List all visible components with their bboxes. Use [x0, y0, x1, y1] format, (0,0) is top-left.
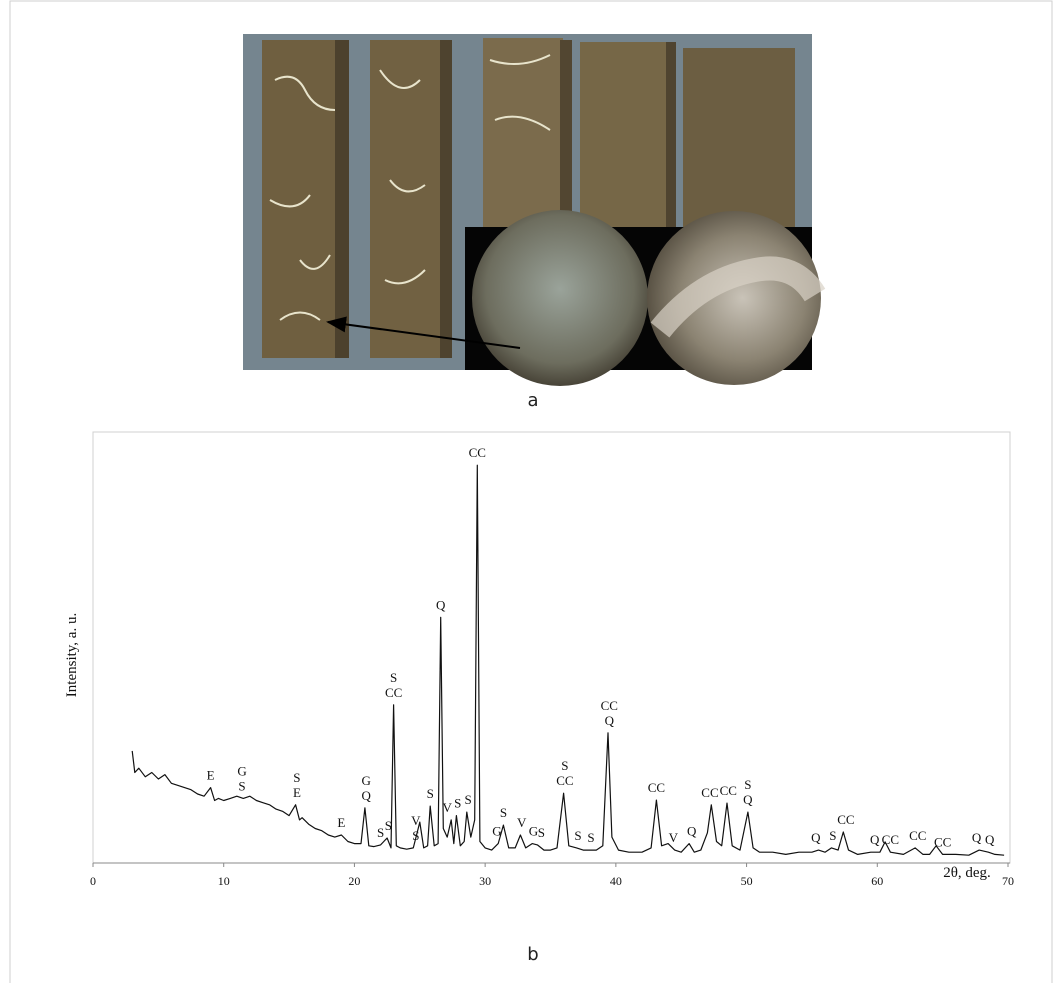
- x-tick-label: 70: [1002, 874, 1014, 888]
- peak-label: CC: [882, 832, 899, 847]
- peak-label: S: [574, 828, 581, 843]
- peak-label: E: [293, 785, 301, 800]
- peak-label: V: [443, 800, 453, 815]
- peak-label: S: [427, 786, 434, 801]
- peak-label: Q: [811, 830, 821, 845]
- peak-label: S: [385, 818, 392, 833]
- peak-label: E: [337, 815, 345, 830]
- chart-caption: b: [527, 944, 538, 965]
- peak-label: S: [377, 825, 384, 840]
- peak-label: Q: [687, 824, 697, 839]
- peak-label: E: [207, 768, 215, 783]
- peak-label: S: [390, 670, 397, 685]
- peak-label: V: [669, 830, 679, 845]
- figure: a Intensity, a. u. 2θ, deg. b 0 10 20 30 40 5…: [0, 0, 1055, 983]
- page: {"photo": {"caption": "a"}, "chart_data"…: [0, 0, 1055, 983]
- peak-label: S: [829, 828, 836, 843]
- peak-label: CC: [934, 834, 951, 849]
- peak-label: Q: [743, 792, 753, 807]
- peak-label: S: [293, 770, 300, 785]
- y-axis-label: Intensity, a. u.: [64, 613, 80, 697]
- peak-label: CC: [909, 828, 926, 843]
- peak-label: S: [465, 792, 472, 807]
- peak-label: S: [538, 825, 545, 840]
- peak-label: CC: [556, 773, 573, 788]
- x-tick-label: 20: [348, 874, 360, 888]
- peak-label: CC: [720, 783, 737, 798]
- peak-label: S: [744, 777, 751, 792]
- peak-label: S: [454, 796, 461, 811]
- x-tick-label: 0: [90, 874, 96, 888]
- peak-label: V: [517, 815, 527, 830]
- peak-label: CC: [648, 780, 665, 795]
- peak-label: Q: [605, 713, 615, 728]
- peak-label: G: [361, 773, 370, 788]
- xrd-trace: [132, 465, 1004, 855]
- peak-label: CC: [701, 785, 718, 800]
- peak-label: V: [411, 813, 421, 828]
- peak-label: CC: [837, 812, 854, 827]
- peak-label: S: [587, 830, 594, 845]
- peak-label: S: [238, 778, 245, 793]
- x-tick-label: 10: [218, 874, 230, 888]
- peak-label: Q: [972, 830, 982, 845]
- peak-label: Q: [361, 788, 371, 803]
- peak-label: CC: [385, 685, 402, 700]
- peak-label: CC: [601, 698, 618, 713]
- photo-caption: a: [527, 390, 538, 411]
- x-tick-label: 50: [741, 874, 753, 888]
- peak-label: G: [492, 824, 501, 839]
- peak-label: Q: [436, 597, 446, 612]
- peak-label: Q: [870, 832, 880, 847]
- peak-label: S: [412, 828, 419, 843]
- peak-label: S: [561, 758, 568, 773]
- peak-label: S: [500, 805, 507, 820]
- peak-label: Q: [985, 832, 995, 847]
- x-axis-label: 2θ, deg.: [943, 865, 991, 881]
- photo: [243, 34, 821, 386]
- peak-label: G: [237, 763, 246, 778]
- x-tick-label: 30: [479, 874, 491, 888]
- x-tick-label: 40: [610, 874, 622, 888]
- x-tick-label: 60: [871, 874, 883, 888]
- peak-label: CC: [469, 445, 486, 460]
